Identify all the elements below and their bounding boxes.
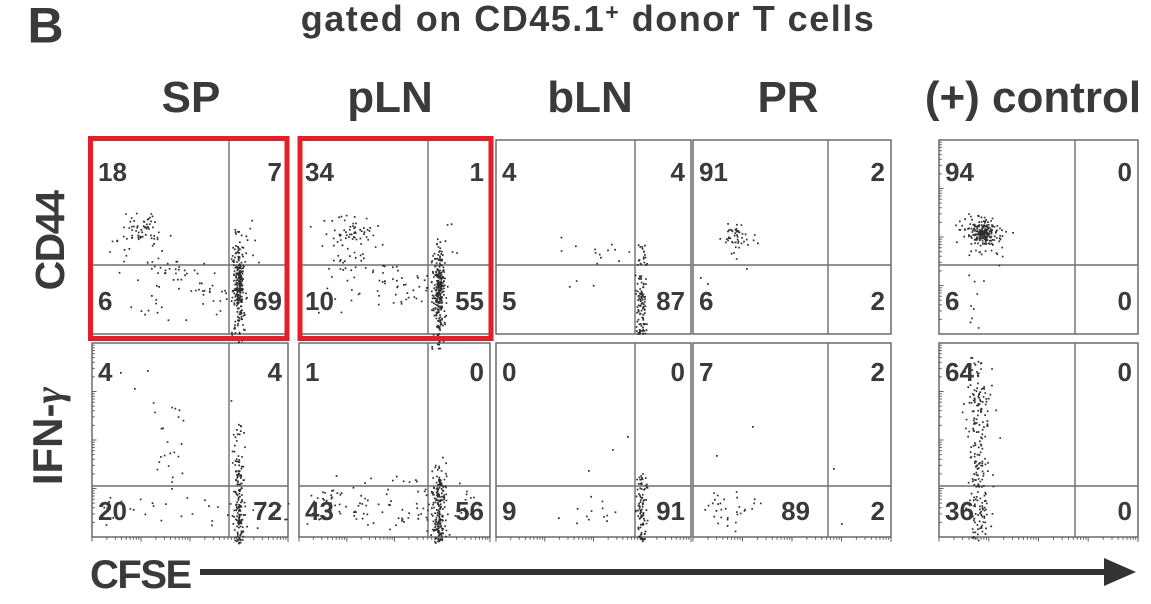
svg-text:0: 0: [1118, 157, 1132, 187]
svg-text:55: 55: [455, 286, 484, 316]
svg-text:6: 6: [699, 286, 713, 316]
svg-text:5: 5: [502, 286, 516, 316]
svg-text:0: 0: [502, 357, 516, 387]
svg-text:69: 69: [253, 286, 282, 316]
svg-text:2: 2: [871, 496, 885, 526]
svg-text:7: 7: [699, 357, 713, 387]
svg-text:pLN: pLN: [347, 73, 433, 122]
svg-text:6: 6: [945, 286, 959, 316]
svg-text:4: 4: [98, 357, 113, 387]
svg-text:9: 9: [502, 496, 516, 526]
svg-text:CD44: CD44: [27, 190, 73, 291]
svg-text:34: 34: [305, 157, 334, 187]
svg-text:72: 72: [253, 496, 282, 526]
svg-text:20: 20: [98, 496, 127, 526]
svg-text:18: 18: [98, 157, 127, 187]
svg-text:89: 89: [781, 496, 810, 526]
svg-text:91: 91: [699, 157, 728, 187]
svg-text:SP: SP: [162, 73, 221, 122]
svg-text:43: 43: [305, 496, 334, 526]
svg-text:87: 87: [656, 286, 685, 316]
svg-text:6: 6: [98, 286, 112, 316]
svg-text:bLN: bLN: [547, 73, 633, 122]
svg-text:gated on CD45.1+ donor T cells: gated on CD45.1+ donor T cells: [301, 0, 876, 39]
svg-text:64: 64: [945, 357, 974, 387]
svg-text:1: 1: [470, 157, 484, 187]
svg-text:7: 7: [268, 157, 282, 187]
svg-text:PR: PR: [757, 73, 818, 122]
svg-text:0: 0: [1118, 286, 1132, 316]
svg-text:4: 4: [268, 357, 283, 387]
svg-text:0: 0: [1118, 357, 1132, 387]
svg-text:4: 4: [502, 157, 517, 187]
svg-text:0: 0: [671, 357, 685, 387]
svg-text:1: 1: [305, 357, 319, 387]
svg-text:B: B: [28, 0, 64, 54]
svg-text:(+) control: (+) control: [925, 73, 1141, 122]
svg-text:2: 2: [871, 357, 885, 387]
svg-text:0: 0: [1118, 496, 1132, 526]
svg-text:56: 56: [455, 496, 484, 526]
svg-text:4: 4: [671, 157, 686, 187]
svg-text:CFSE: CFSE: [90, 553, 192, 597]
svg-text:10: 10: [305, 286, 334, 316]
svg-text:36: 36: [945, 496, 974, 526]
svg-text:0: 0: [470, 357, 484, 387]
svg-text:2: 2: [871, 286, 885, 316]
svg-text:IFN-γ: IFN-γ: [24, 386, 71, 485]
svg-text:94: 94: [945, 157, 974, 187]
svg-text:2: 2: [871, 157, 885, 187]
svg-text:91: 91: [656, 496, 685, 526]
